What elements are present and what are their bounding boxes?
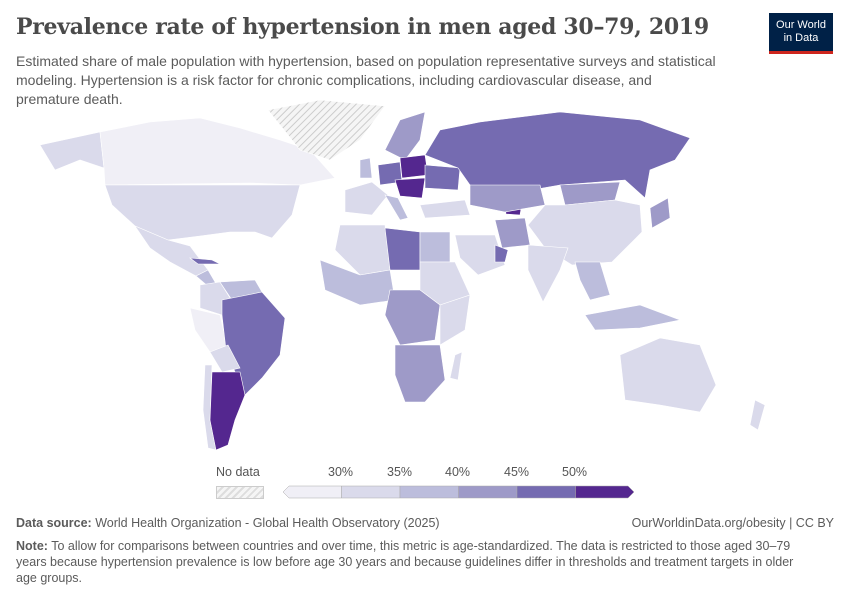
country-canada[interactable] xyxy=(99,117,336,186)
country-korea-japan[interactable] xyxy=(649,197,671,229)
legend-tick: 50% xyxy=(562,465,588,479)
legend-bin[interactable] xyxy=(458,485,518,499)
legend-tick: 30% xyxy=(328,465,354,479)
legend-tick: 40% xyxy=(445,465,471,479)
country-cuba[interactable] xyxy=(188,257,221,265)
note-label: Note: xyxy=(16,539,48,553)
country-poland[interactable] xyxy=(399,154,429,179)
no-data-label: No data xyxy=(216,465,260,479)
color-scale xyxy=(283,485,635,499)
country-france-spain[interactable] xyxy=(344,181,389,216)
country-russia[interactable] xyxy=(424,111,691,199)
country-alaska[interactable] xyxy=(39,131,105,171)
legend-bin[interactable] xyxy=(399,485,459,499)
country-usa[interactable] xyxy=(104,184,301,241)
country-uk[interactable] xyxy=(359,157,373,179)
country-southeast-asia[interactable] xyxy=(574,261,611,301)
legend-tick: 45% xyxy=(504,465,530,479)
note-text: To allow for comparisons between countri… xyxy=(16,539,794,585)
country-southern-africa[interactable] xyxy=(394,344,446,403)
country-greenland[interactable] xyxy=(267,99,386,161)
country-madagascar[interactable] xyxy=(449,351,463,381)
chart-subtitle: Estimated share of male population with … xyxy=(16,53,716,107)
country-ukraine[interactable] xyxy=(424,164,461,191)
country-saudi-arabia[interactable] xyxy=(454,234,506,276)
owid-logo[interactable]: Our World in Data xyxy=(769,13,833,54)
country-brazil[interactable] xyxy=(221,291,286,396)
country-iran[interactable] xyxy=(494,217,531,249)
country-italy[interactable] xyxy=(384,194,409,221)
country-egypt[interactable] xyxy=(419,231,451,263)
country-bolivia[interactable] xyxy=(209,344,241,373)
legend: No data 30% 35% 40% 45% 50% xyxy=(0,465,850,505)
legend-bin[interactable] xyxy=(516,485,576,499)
country-new-zealand[interactable] xyxy=(749,399,766,431)
world-map xyxy=(39,99,766,451)
legend-tick: 35% xyxy=(387,465,413,479)
logo-line2: in Data xyxy=(783,32,819,44)
logo-line1: Our World xyxy=(776,19,826,31)
country-east-africa[interactable] xyxy=(439,294,471,346)
owid-link[interactable]: OurWorldinData.org/obesity | CC BY xyxy=(631,516,834,530)
chart-title: Prevalence rate of hypertension in men a… xyxy=(16,14,709,40)
note: Note: To allow for comparisons between c… xyxy=(16,538,816,586)
country-libya[interactable] xyxy=(384,227,421,271)
country-turkey[interactable] xyxy=(419,199,471,219)
country-australia[interactable] xyxy=(619,337,717,413)
country-hungary-balkans[interactable] xyxy=(394,177,426,199)
legend-bin[interactable] xyxy=(341,485,401,499)
country-argentina[interactable] xyxy=(209,371,246,451)
country-scandinavia[interactable] xyxy=(384,111,426,161)
legend-bin[interactable] xyxy=(283,485,342,499)
source-label: Data source: xyxy=(16,516,92,530)
country-oman[interactable] xyxy=(494,244,509,263)
country-india[interactable] xyxy=(527,244,569,303)
country-algeria[interactable] xyxy=(334,224,391,276)
country-central-africa[interactable] xyxy=(384,289,441,346)
country-indonesia[interactable] xyxy=(584,304,682,331)
source-link[interactable]: World Health Organization - Global Healt… xyxy=(95,516,440,530)
no-data-swatch[interactable] xyxy=(216,486,264,499)
country-kazakhstan[interactable] xyxy=(469,184,546,213)
data-source: Data source: World Health Organization -… xyxy=(16,516,440,530)
legend-bin[interactable] xyxy=(575,485,635,499)
